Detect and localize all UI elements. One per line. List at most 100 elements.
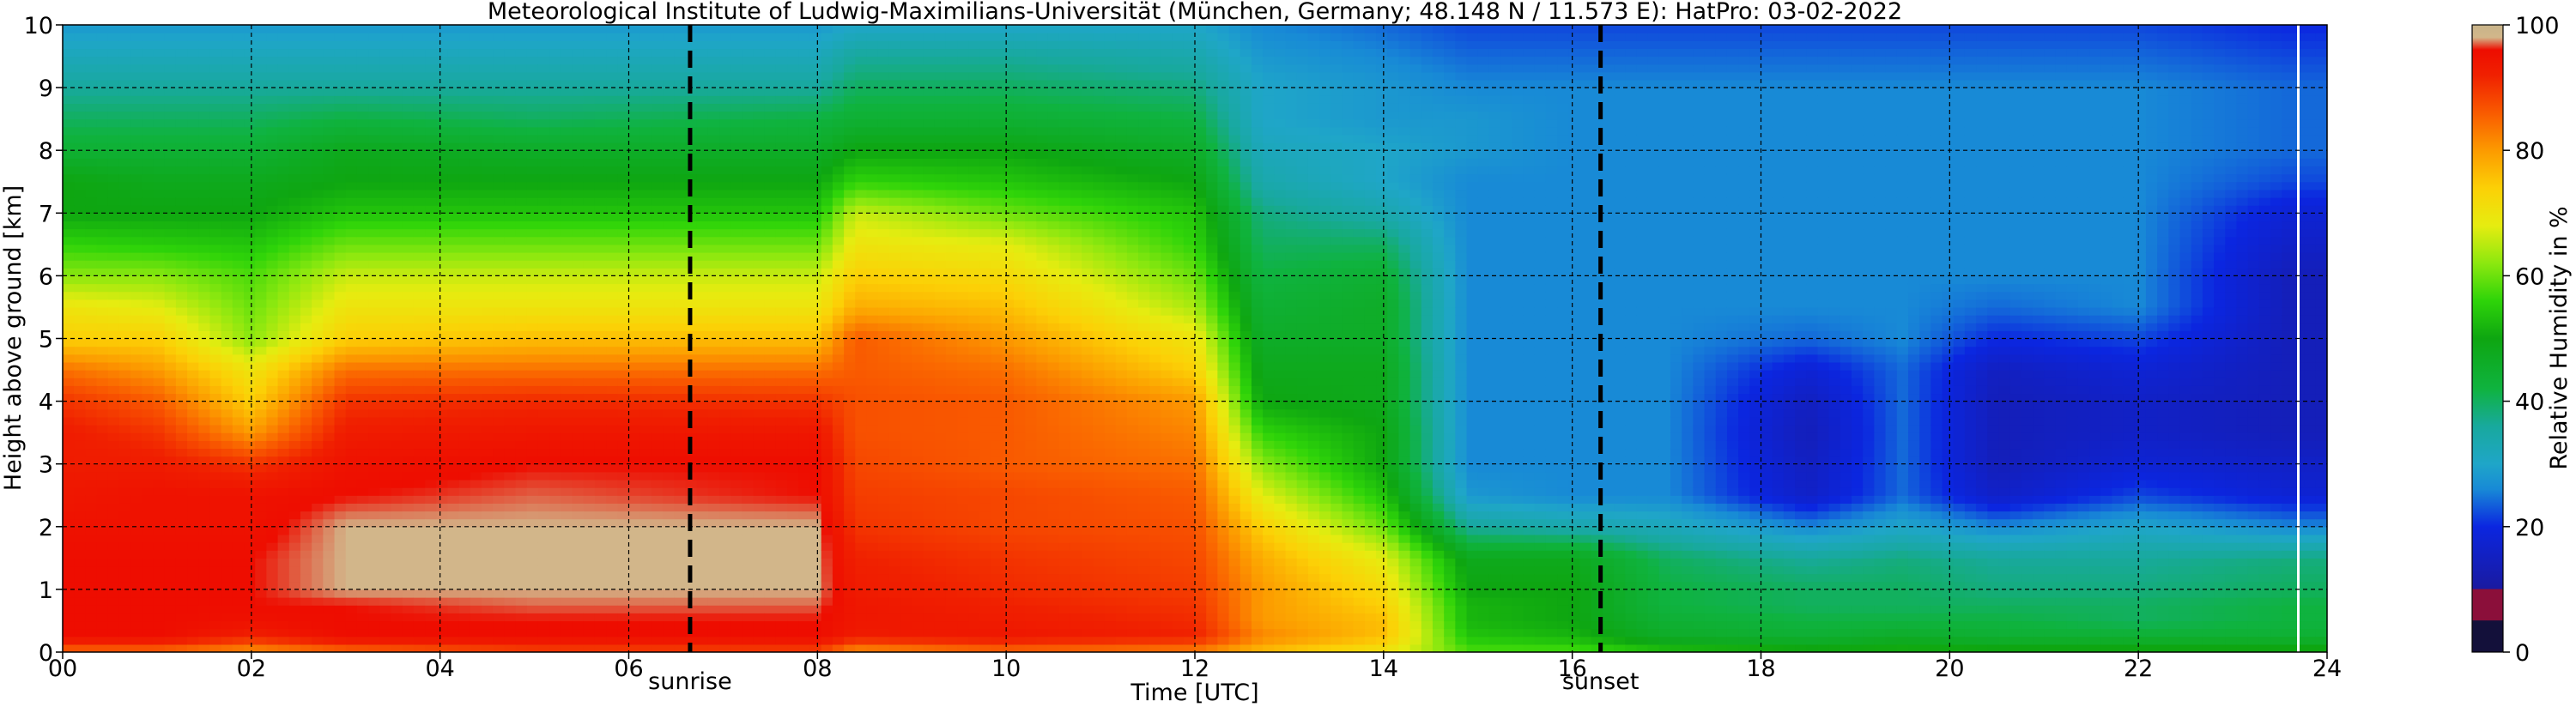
heatmap-cell bbox=[696, 370, 709, 378]
heatmap-cell bbox=[617, 103, 630, 112]
heatmap-cell bbox=[153, 628, 166, 638]
heatmap-cell bbox=[594, 408, 607, 418]
heatmap-cell bbox=[425, 306, 437, 316]
heatmap-cell bbox=[118, 542, 131, 551]
heatmap-cell bbox=[696, 40, 709, 50]
heatmap-cell bbox=[537, 40, 550, 50]
heatmap-cell bbox=[651, 479, 664, 488]
heatmap-cell bbox=[379, 338, 392, 347]
heatmap-cell bbox=[198, 79, 211, 88]
heatmap-cell bbox=[572, 479, 585, 488]
heatmap-cell bbox=[312, 126, 324, 136]
heatmap-cell bbox=[209, 166, 222, 175]
heatmap-cell bbox=[447, 471, 460, 480]
heatmap-cell bbox=[244, 330, 256, 340]
heatmap-cell bbox=[402, 401, 415, 410]
heatmap-cell bbox=[187, 542, 199, 551]
heatmap-cell bbox=[118, 205, 131, 214]
heatmap-cell bbox=[447, 487, 460, 496]
heatmap-cell bbox=[300, 158, 312, 167]
heatmap-cell bbox=[130, 118, 142, 128]
heatmap-cell bbox=[583, 487, 596, 496]
heatmap-cell bbox=[730, 495, 742, 504]
heatmap-cell bbox=[107, 628, 120, 638]
heatmap-cell bbox=[356, 118, 369, 128]
heatmap-cell bbox=[594, 197, 607, 206]
heatmap-cell bbox=[368, 111, 380, 120]
heatmap-cell bbox=[583, 48, 596, 57]
heatmap-cell bbox=[742, 134, 755, 143]
heatmap-cell bbox=[436, 330, 449, 340]
heatmap-cell bbox=[221, 432, 233, 441]
heatmap-cell bbox=[107, 597, 120, 606]
heatmap-cell bbox=[583, 79, 596, 88]
heatmap-cell bbox=[583, 63, 596, 73]
heatmap-cell bbox=[300, 236, 312, 245]
heatmap-cell bbox=[232, 511, 245, 520]
heatmap-cell bbox=[356, 393, 369, 402]
heatmap-cell bbox=[482, 142, 494, 151]
heatmap-cell bbox=[617, 181, 630, 190]
heatmap-cell bbox=[300, 291, 312, 300]
heatmap-cell bbox=[606, 275, 618, 285]
heatmap-cell bbox=[334, 166, 347, 175]
heatmap-cell bbox=[719, 134, 731, 143]
heatmap-cell bbox=[153, 150, 166, 159]
heatmap-cell bbox=[153, 213, 166, 222]
heatmap-cell bbox=[719, 197, 731, 206]
heatmap-cell bbox=[719, 315, 731, 323]
heatmap-cell bbox=[187, 425, 199, 433]
heatmap-cell bbox=[323, 88, 336, 96]
heatmap-cell bbox=[413, 401, 426, 410]
heatmap-cell bbox=[312, 283, 324, 293]
heatmap-cell bbox=[504, 542, 517, 551]
heatmap-cell bbox=[549, 63, 561, 73]
heatmap-cell bbox=[345, 306, 358, 316]
heatmap-cell bbox=[651, 173, 664, 183]
heatmap-cell bbox=[356, 456, 369, 465]
heatmap-cell bbox=[617, 605, 630, 613]
heatmap-cell bbox=[74, 534, 86, 543]
heatmap-cell bbox=[696, 393, 709, 402]
heatmap-cell bbox=[549, 275, 561, 285]
heatmap-cell bbox=[175, 620, 188, 630]
heatmap-cell bbox=[164, 479, 177, 488]
heatmap-cell bbox=[175, 581, 188, 590]
chart-title: Meteorological Institute of Ludwig-Maxim… bbox=[488, 0, 1902, 25]
heatmap-cell bbox=[391, 181, 403, 190]
heatmap-cell bbox=[130, 189, 142, 198]
heatmap-cell bbox=[85, 416, 98, 426]
heatmap-cell bbox=[175, 103, 188, 112]
heatmap-cell bbox=[447, 221, 460, 230]
heatmap-cell bbox=[617, 644, 630, 652]
heatmap-cell bbox=[482, 79, 494, 88]
heatmap-cell bbox=[232, 315, 245, 323]
heatmap-cell bbox=[504, 228, 517, 238]
heatmap-cell bbox=[719, 511, 731, 520]
heatmap-cell bbox=[323, 440, 336, 450]
heatmap-cell bbox=[436, 605, 449, 613]
heatmap-cell bbox=[198, 565, 211, 575]
heatmap-cell bbox=[198, 330, 211, 340]
heatmap-cell bbox=[549, 393, 561, 402]
heatmap-cell bbox=[696, 495, 709, 504]
heatmap-cell bbox=[266, 471, 279, 480]
heatmap-cell bbox=[696, 103, 709, 112]
heatmap-cell bbox=[402, 416, 415, 426]
heatmap-cell bbox=[493, 605, 506, 613]
heatmap-cell bbox=[685, 605, 698, 613]
heatmap-cell bbox=[515, 95, 528, 104]
heatmap-cell bbox=[107, 181, 120, 190]
heatmap-cell bbox=[719, 158, 731, 167]
heatmap-cell bbox=[266, 448, 279, 457]
heatmap-cell bbox=[730, 354, 742, 363]
heatmap-cell bbox=[730, 142, 742, 151]
heatmap-cell bbox=[63, 471, 75, 480]
heatmap-cell bbox=[707, 354, 720, 363]
heatmap-cell bbox=[312, 573, 324, 583]
heatmap-cell bbox=[764, 385, 777, 395]
heatmap-cell bbox=[549, 189, 561, 198]
heatmap-cell bbox=[425, 620, 437, 630]
heatmap-cell bbox=[323, 636, 336, 645]
heatmap-cell bbox=[368, 189, 380, 198]
